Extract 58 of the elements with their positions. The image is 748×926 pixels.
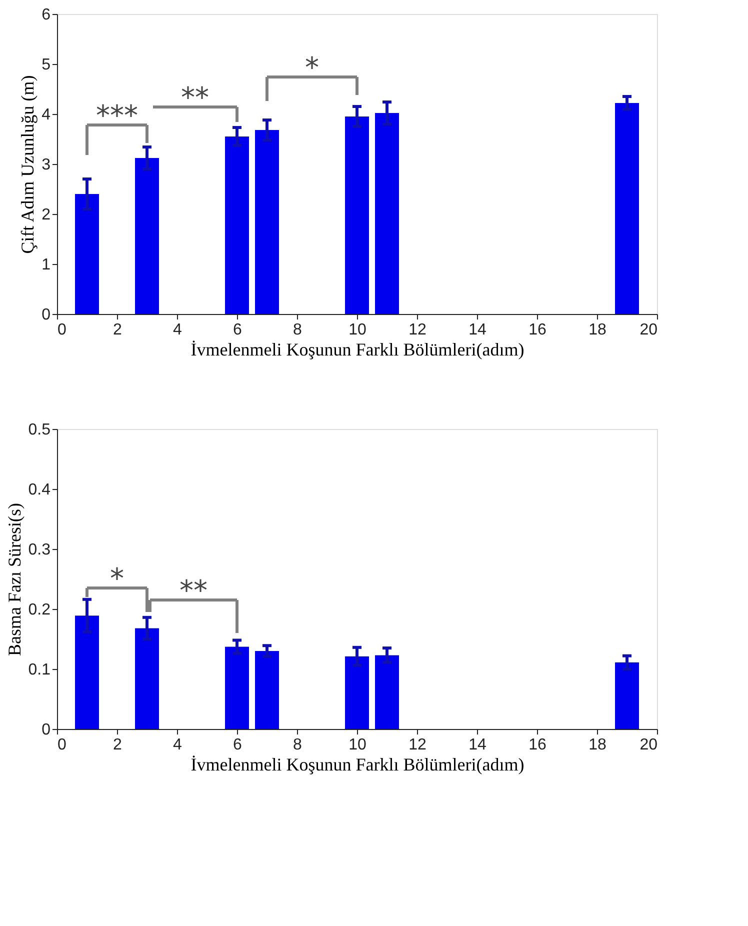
x-tick-label: 16 <box>528 736 546 754</box>
x-tick-label: 0 <box>58 322 66 338</box>
bar <box>75 194 99 314</box>
annotation: * <box>305 51 319 84</box>
annotation: ** <box>181 81 209 114</box>
y-tick-label: 0.2 <box>28 602 51 618</box>
y-axis-title: Çift Adım Uzunluğu (m) <box>18 75 38 254</box>
x-tick-label: 0 <box>58 736 66 754</box>
x-tick-label: 2 <box>113 322 122 338</box>
x-tick-label: 12 <box>408 322 426 338</box>
x-tick-label: 8 <box>293 322 302 338</box>
x-tick-label: 8 <box>293 736 302 754</box>
x-tick-label: 6 <box>233 322 242 338</box>
x-tick-label: 4 <box>173 736 182 754</box>
x-tick-label: 10 <box>348 322 366 338</box>
y-tick-label: 1 <box>42 256 51 274</box>
y-tick-label: 0.4 <box>28 482 51 498</box>
y-tick-label: 4 <box>42 106 51 124</box>
x-tick-label: 10 <box>348 736 366 754</box>
x-tick-label: 12 <box>408 736 426 754</box>
annotation: *** <box>96 99 138 132</box>
bar <box>75 616 99 729</box>
annotation: * <box>110 562 124 595</box>
bar <box>135 158 159 314</box>
x-tick-label: 6 <box>233 736 242 754</box>
x-tick-label: 18 <box>588 736 606 754</box>
annotation: ** <box>180 574 208 607</box>
x-tick-label: 20 <box>640 322 658 338</box>
x-axis-title: İvmelenmeli Koşunun Farklı Bölümleri(adım) <box>190 754 524 774</box>
bar <box>225 646 249 729</box>
x-tick-label: 4 <box>173 322 182 338</box>
x-tick-label: 2 <box>113 736 122 754</box>
bar <box>255 651 279 729</box>
x-axis-title: İvmelenmeli Koşunun Farklı Bölümleri(adım) <box>190 340 524 360</box>
y-tick-label: 0.3 <box>28 542 51 558</box>
bar <box>345 656 369 729</box>
bar <box>255 130 279 314</box>
y-tick-label: 0 <box>42 306 51 324</box>
bar <box>345 116 369 314</box>
bar <box>135 628 159 729</box>
y-tick-label: 0 <box>42 722 51 738</box>
x-tick-label: 20 <box>640 736 658 754</box>
x-tick-label: 16 <box>528 322 546 338</box>
x-tick-label: 18 <box>588 322 606 338</box>
y-axis-title: Basma Fazı Süresi(s) <box>4 503 24 656</box>
y-tick-label: 0.1 <box>28 662 51 678</box>
bar <box>375 655 399 729</box>
y-tick-label: 0.5 <box>28 422 51 438</box>
y-tick-label: 5 <box>42 56 51 74</box>
bar <box>375 113 399 314</box>
bar <box>615 662 639 729</box>
x-tick-label: 14 <box>468 736 486 754</box>
y-tick-label: 2 <box>42 206 51 224</box>
y-tick-label: 6 <box>42 6 51 24</box>
bar <box>615 103 639 314</box>
bar <box>225 136 249 314</box>
y-tick-label: 3 <box>42 156 51 174</box>
x-tick-label: 14 <box>468 322 486 338</box>
